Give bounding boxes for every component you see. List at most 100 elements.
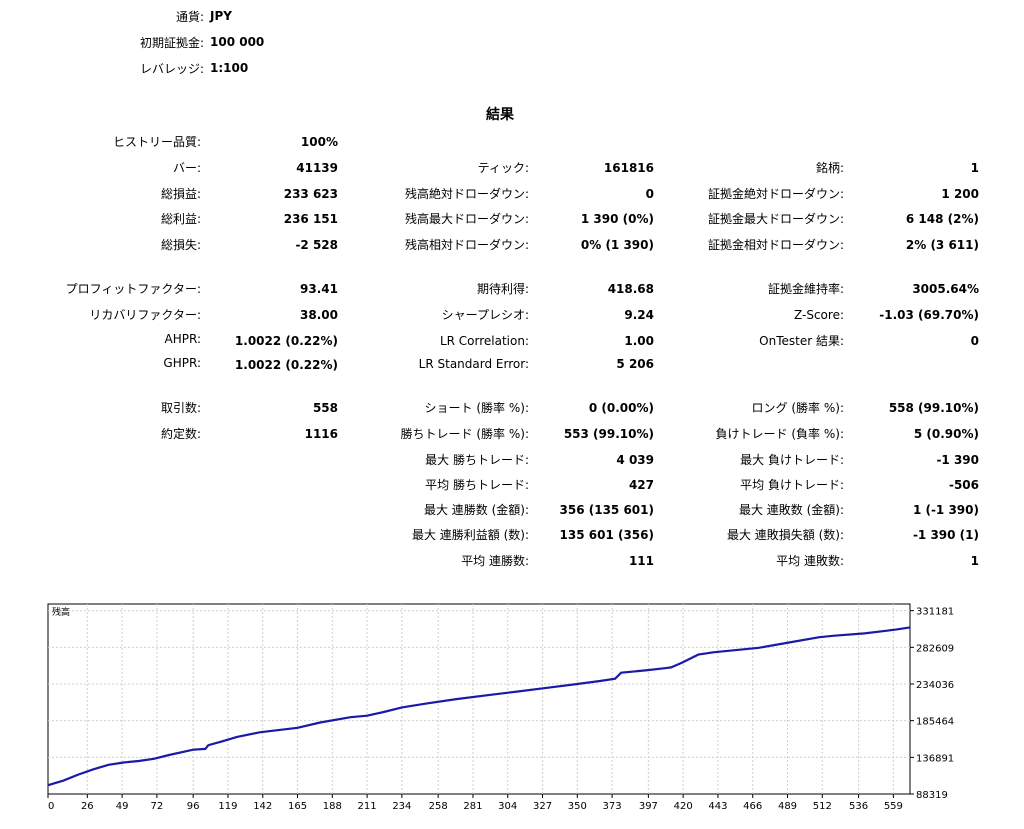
stat-value: 418.68: [607, 282, 654, 296]
stat-value: 233 623: [283, 187, 338, 201]
x-tick-label: 443: [708, 801, 727, 812]
stat-label: ティック:: [477, 161, 529, 175]
x-tick-label: 49: [116, 801, 129, 812]
currency-label: 通貨:: [175, 10, 204, 24]
x-tick-label: 211: [358, 801, 377, 812]
x-tick-label: 72: [151, 801, 164, 812]
stat-value: 41139: [296, 161, 338, 175]
stat-value: 1 200: [941, 187, 979, 201]
chart-frame: [47, 603, 911, 795]
x-tick-label: 234: [392, 801, 411, 812]
leverage-label: レバレッジ:: [139, 62, 204, 76]
stat-label: 総損失:: [160, 238, 201, 252]
stat-value: 3005.64%: [912, 282, 979, 296]
stat-value: 1.0022 (0.22%): [234, 334, 338, 348]
stat-value: 0: [645, 187, 654, 201]
deposit-label: 初期証拠金:: [139, 36, 204, 50]
stat-value: 9.24: [624, 308, 654, 322]
stat-label: 残高最大ドローダウン:: [404, 212, 529, 226]
stat-label: LR Correlation:: [439, 334, 529, 348]
stat-label: 平均 連勝数:: [461, 554, 529, 568]
stat-value: 356 (135 601): [559, 503, 654, 517]
stat-label: プロフィットファクター:: [65, 282, 201, 296]
stat-label: AHPR:: [164, 332, 201, 346]
stat-value: 2% (3 611): [905, 238, 979, 252]
x-tick-label: 165: [288, 801, 307, 812]
x-tick-label: 559: [884, 801, 903, 812]
stat-label: 最大 連敗数 (金額):: [738, 503, 844, 517]
stat-label: 平均 連敗数:: [776, 554, 844, 568]
x-tick-label: 350: [568, 801, 587, 812]
balance-chart: 0 26 49 72 96 119 142 165 188 211 234 258 281 304 327 3…: [47, 603, 954, 812]
y-tick-label: 331181: [916, 607, 954, 618]
stat-label: ロング (勝率 %):: [751, 401, 844, 415]
stat-label: 負けトレード (負率 %):: [715, 427, 844, 441]
stat-value: 161816: [603, 161, 654, 175]
stat-value: 1: [970, 161, 979, 175]
stat-value: 0% (1 390): [580, 238, 654, 252]
x-tick-label: 327: [533, 801, 552, 812]
stat-label: Z-Score:: [794, 308, 844, 322]
x-tick-label: 281: [463, 801, 482, 812]
stat-value: 5 206: [616, 357, 654, 371]
x-axis-ticks: 0 26 49 72 96 119 142 165 188 211 234 258 281 304 327 3…: [47, 794, 903, 812]
stat-label: 証拠金維持率:: [767, 282, 844, 296]
y-tick-label: 136891: [916, 753, 954, 764]
stat-value: 427: [628, 478, 654, 492]
stat-label: 最大 連勝数 (金額):: [423, 503, 529, 517]
x-tick-label: 536: [849, 801, 868, 812]
stat-value: 0: [970, 334, 979, 348]
stat-value: -506: [948, 478, 979, 492]
stat-label: OnTester 結果:: [759, 334, 844, 348]
stat-label: 平均 勝ちトレード:: [425, 478, 529, 492]
currency-value: JPY: [210, 9, 232, 23]
x-tick-label: 397: [639, 801, 658, 812]
stat-value: 1116: [304, 427, 338, 441]
stat-label: ヒストリー品質:: [112, 135, 201, 149]
x-tick-label: 373: [603, 801, 622, 812]
stat-value: 135 601 (356): [559, 528, 654, 542]
stat-label: 平均 負けトレード:: [740, 478, 844, 492]
stat-label: ショート (勝率 %):: [424, 401, 529, 415]
stat-value: 1.0022 (0.22%): [234, 358, 338, 372]
stat-value: 1.00: [624, 334, 654, 348]
stat-value: 4 039: [616, 453, 654, 467]
stat-value: 558 (99.10%): [888, 401, 979, 415]
x-tick-label: 26: [81, 801, 94, 812]
y-axis-ticks: 88319 136891 185464 234036 282609 331181: [910, 607, 954, 801]
stat-value: 1 390 (0%): [580, 212, 654, 226]
y-tick-label: 88319: [916, 790, 948, 801]
x-tick-label: 466: [743, 801, 762, 812]
stat-label: GHPR:: [163, 356, 201, 370]
chart-title: 残高: [52, 606, 70, 618]
stat-label: 最大 連勝利益額 (数):: [411, 528, 529, 542]
stat-label: シャープレシオ:: [441, 308, 529, 322]
x-tick-label: 420: [674, 801, 693, 812]
stat-value: 5 (0.90%): [913, 427, 979, 441]
stat-label: 最大 勝ちトレード:: [425, 453, 529, 467]
stat-label: 最大 連敗損失額 (数):: [726, 528, 844, 542]
leverage-value: 1:100: [210, 61, 249, 75]
x-tick-label: 304: [498, 801, 517, 812]
stat-label: 勝ちトレード (勝率 %):: [400, 427, 529, 441]
stat-label: 最大 負けトレード:: [740, 453, 844, 467]
stat-value: -1.03 (69.70%): [879, 308, 979, 322]
stat-label: 残高絶対ドローダウン:: [404, 187, 529, 201]
stat-label: バー:: [172, 161, 201, 175]
stat-value: -2 528: [295, 238, 338, 252]
x-tick-label: 512: [813, 801, 832, 812]
stat-value: 93.41: [300, 282, 338, 296]
x-tick-label: 96: [187, 801, 200, 812]
x-tick-label: 0: [48, 801, 54, 812]
stat-label: 期待利得:: [476, 282, 529, 296]
stat-label: 証拠金絶対ドローダウン:: [707, 187, 844, 201]
x-tick-label: 258: [429, 801, 448, 812]
stat-label: 総利益:: [160, 212, 201, 226]
x-tick-label: 489: [778, 801, 797, 812]
stat-value: -1 390 (1): [912, 528, 979, 542]
stat-value: 0 (0.00%): [588, 401, 654, 415]
deposit-value: 100 000: [210, 35, 265, 49]
balance-line: [47, 626, 911, 787]
stat-label: 銘柄:: [815, 161, 844, 175]
stat-value: 553 (99.10%): [563, 427, 654, 441]
